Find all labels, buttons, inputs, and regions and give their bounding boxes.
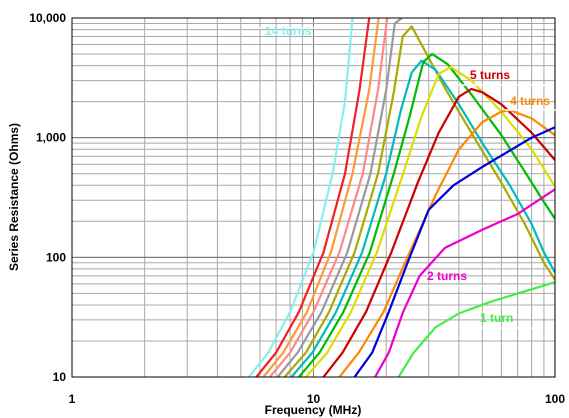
series-line-12-turns [262,18,380,377]
y-tick-label: 1,000 [36,131,66,145]
series-line-13-turns [255,18,371,377]
series-line-11-turns [269,18,389,377]
y-axis-title: Series Resistance (Ohms) [7,123,21,271]
x-tick-label: 1 [69,392,76,406]
series-line-8-turns [290,59,555,377]
annotation-label: 4 turns [510,94,550,108]
annotation-label: 1 turn [480,311,513,325]
series-line-6-turns [305,65,555,377]
x-tick-label: 10 [307,392,321,406]
y-tick-label: 10,000 [29,11,66,25]
x-tick-label: 100 [545,392,565,406]
series-line-9-turns [283,25,555,377]
series-line-4-turns [338,108,555,377]
annotation-label: 2 turns [427,269,467,283]
x-axis-title: Frequency (MHz) [265,403,362,417]
series-line-7-turns [298,52,555,377]
series-line-2-turns [374,188,555,377]
annotation-label: 14 turns [265,24,312,38]
series-line-14-turns [248,18,354,377]
y-tick-label: 10 [53,370,67,384]
annotation-label: 5 turns [470,68,510,82]
plot-frame [71,17,556,378]
series-line-10-turns [276,18,403,377]
y-tick-label: 100 [46,250,66,264]
series-line-1-turns [397,281,555,377]
series-line-5-turns [322,87,555,377]
series-line-3-turns [353,126,555,377]
series-group [248,18,555,377]
